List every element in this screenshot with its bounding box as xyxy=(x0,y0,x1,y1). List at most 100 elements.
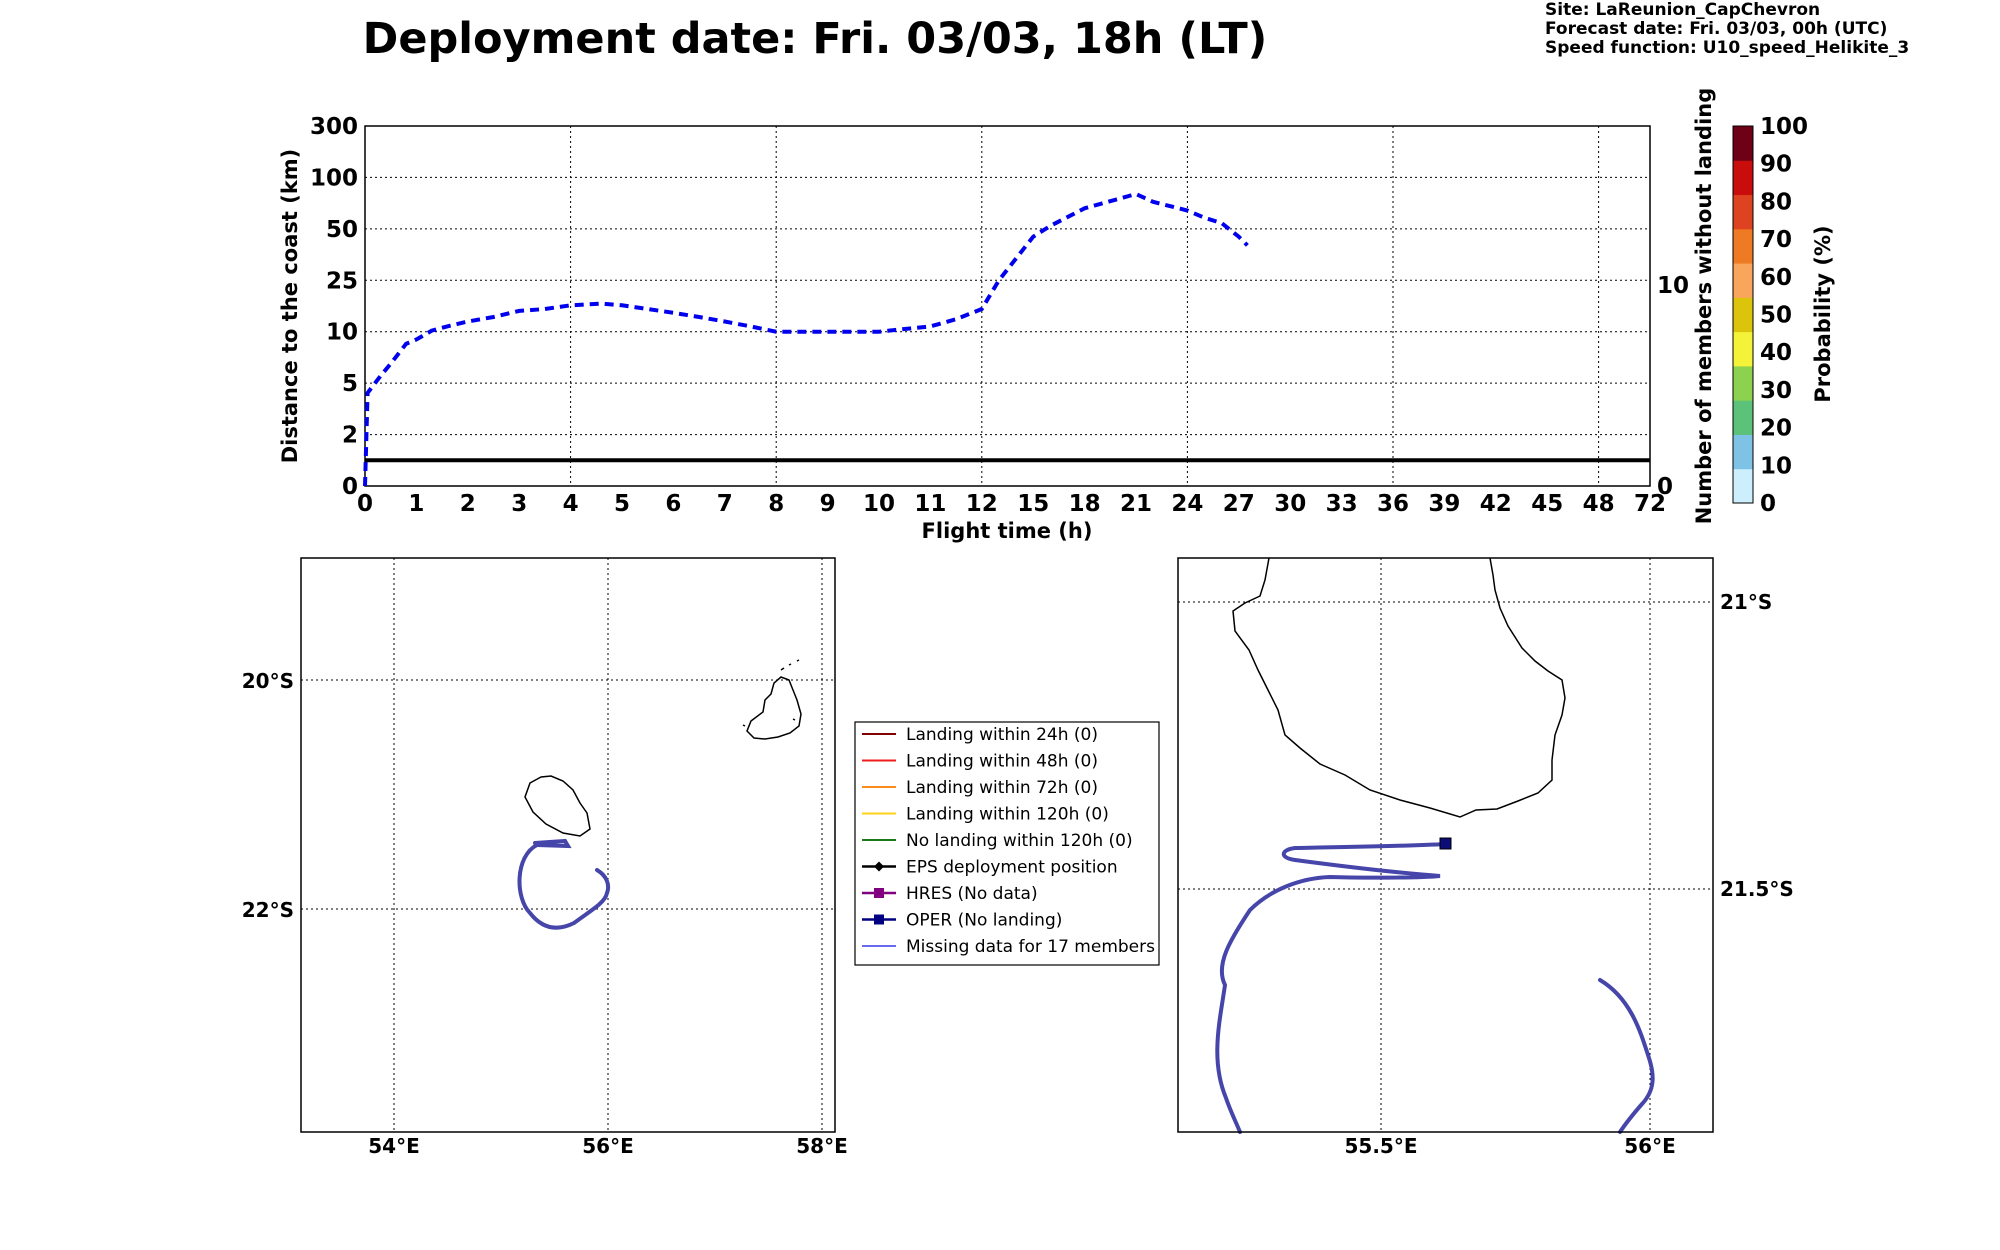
y2-axis-label: Number of members without landing xyxy=(1692,88,1716,525)
legend-item: Landing within 48h (0) xyxy=(862,752,1098,772)
colorbar-tick-label: 30 xyxy=(1760,378,1792,404)
colorbar-tick-label: 50 xyxy=(1760,303,1792,329)
x-tick-label: 10 xyxy=(863,491,895,517)
x-tick-label: 36 xyxy=(1377,491,1409,517)
x-tick-label: 27 xyxy=(1223,491,1255,517)
y2-tick-label: 10 xyxy=(1657,273,1689,299)
y-tick-label: 2 xyxy=(342,423,358,449)
distance-series-line xyxy=(363,191,1249,487)
legend-item: Landing within 120h (0) xyxy=(862,805,1109,825)
colorbar-tick-label: 40 xyxy=(1760,340,1792,366)
colorbar-tick-label: 0 xyxy=(1760,491,1776,517)
x-tick-label: 1 xyxy=(408,491,424,517)
y-tick-label: 300 xyxy=(310,114,358,140)
x-tick-label: 18 xyxy=(1069,491,1101,517)
x-tick-label: 30 xyxy=(1274,491,1306,517)
x-tick-label: 7 xyxy=(717,491,733,517)
legend-label: Landing within 120h (0) xyxy=(906,805,1109,825)
legend-marker xyxy=(874,861,884,872)
x-axis-label: Flight time (h) xyxy=(922,519,1093,543)
map-y-tick: 21.5°S xyxy=(1720,877,1794,901)
legend-frame xyxy=(854,721,1160,966)
colorbar-label: Probability (%) xyxy=(1811,225,1835,402)
legend-items: Landing within 24h (0) Landing within 48h… xyxy=(862,725,1155,957)
colorbar-cell xyxy=(1733,263,1753,298)
map-x-tick: 56°E xyxy=(1624,1134,1676,1158)
x-tick-label: 9 xyxy=(820,491,836,517)
distance-chart: 0 1 2 3 4 5 6 7 8 9 10 11 12 15 18 21 24 27 30 33 36 39 42 45 48… xyxy=(278,88,1716,543)
legend-item: OPER (No landing) xyxy=(862,911,1062,931)
legend-item: Landing within 24h (0) xyxy=(862,725,1098,745)
legend: Landing within 24h (0) Landing within 48h… xyxy=(854,721,1160,966)
x-tick-label: 12 xyxy=(966,491,998,517)
colorbar-cell xyxy=(1733,297,1753,333)
site-name: Site: LaReunion_CapChevron xyxy=(1545,0,1821,20)
y-tick-label: 5 xyxy=(342,371,358,397)
legend-marker xyxy=(874,888,884,898)
forecast-date: Forecast date: Fri. 03/03, 00h (UTC) xyxy=(1545,19,1888,39)
probability-colorbar: 0 10 20 30 40 50 60 70 80 90 100 Probability (%) xyxy=(1732,114,1835,517)
x-tick-label: 0 xyxy=(357,491,373,517)
map-x-tick: 54°E xyxy=(368,1134,420,1158)
x-tick-label: 45 xyxy=(1531,491,1563,517)
y-axis-label: Distance to the coast (km) xyxy=(278,149,302,464)
x-tick-labels: 0 1 2 3 4 5 6 7 8 9 10 11 12 15 18 21 24 27 30 33 36 39 42 45 48… xyxy=(357,491,1666,517)
legend-label: Landing within 72h (0) xyxy=(906,778,1098,798)
site-info: Site: LaReunion_CapChevron Forecast date… xyxy=(1545,1,1909,58)
chart-title: Deployment date: Fri. 03/03, 18h (LT) xyxy=(362,14,1268,64)
legend-item: Missing data for 17 members xyxy=(862,937,1155,957)
legend-label: Landing within 48h (0) xyxy=(906,752,1098,772)
colorbar-cell xyxy=(1733,228,1753,264)
legend-label: HRES (No data) xyxy=(906,884,1038,904)
legend-item: No landing within 120h (0) xyxy=(862,831,1133,851)
x-tick-label: 15 xyxy=(1017,491,1049,517)
x-tick-label: 11 xyxy=(914,491,946,517)
colorbar-tick-label: 100 xyxy=(1760,114,1808,140)
map-x-tick: 55.5°E xyxy=(1344,1134,1417,1158)
speed-function: Speed function: U10_speed_Helikite_3 xyxy=(1545,38,1910,58)
x-tick-label: 33 xyxy=(1326,491,1358,517)
colorbar-cell xyxy=(1733,468,1753,504)
x-tick-label: 39 xyxy=(1428,491,1460,517)
map-frame xyxy=(300,557,836,1133)
legend-item: Landing within 72h (0) xyxy=(862,778,1098,798)
colorbar-cell xyxy=(1733,331,1753,367)
map-y-tick: 22°S xyxy=(242,898,294,922)
colorbar-cell xyxy=(1733,365,1753,401)
x-tick-label: 21 xyxy=(1120,491,1152,517)
y-tick-label: 0 xyxy=(342,474,358,500)
chart-grid xyxy=(365,126,1650,486)
trajectory-path xyxy=(517,838,611,930)
x-tick-label: 8 xyxy=(768,491,784,517)
colorbar-cells xyxy=(1733,126,1753,504)
colorbar-cell xyxy=(1733,434,1753,470)
map-grid xyxy=(301,558,835,1132)
plot-frame xyxy=(364,125,1651,487)
legend-item: HRES (No data) xyxy=(862,884,1038,904)
trajectory-path xyxy=(1215,842,1655,1134)
chart-series xyxy=(363,191,1650,487)
legend-label: OPER (No landing) xyxy=(906,911,1062,931)
legend-marker xyxy=(874,914,884,925)
y-tick-label: 100 xyxy=(310,165,358,191)
y2-tick-label: 0 xyxy=(1657,474,1673,500)
colorbar-cell xyxy=(1733,126,1753,161)
colorbar-tick-label: 60 xyxy=(1760,265,1792,291)
x-tick-label: 6 xyxy=(665,491,681,517)
x-tick-label: 4 xyxy=(563,491,579,517)
mauritius-island xyxy=(742,659,802,740)
y-tick-label: 25 xyxy=(326,268,358,294)
legend-item: EPS deployment position xyxy=(862,858,1118,878)
colorbar-tick-label: 10 xyxy=(1760,453,1792,479)
y-tick-label: 10 xyxy=(326,320,358,346)
x-tick-label: 42 xyxy=(1480,491,1512,517)
x-tick-label: 72 xyxy=(1634,491,1666,517)
y-tick-label: 50 xyxy=(326,217,358,243)
colorbar-cell xyxy=(1733,194,1753,230)
map-x-tick: 56°E xyxy=(582,1134,634,1158)
colorbar-tick-label: 70 xyxy=(1760,227,1792,253)
zoomed-map: 55.5°E 56°E 21°S 21.5°S xyxy=(1177,557,1794,1158)
reunion-island xyxy=(524,775,591,837)
y2-tick-labels: 0 10 xyxy=(1657,273,1689,500)
